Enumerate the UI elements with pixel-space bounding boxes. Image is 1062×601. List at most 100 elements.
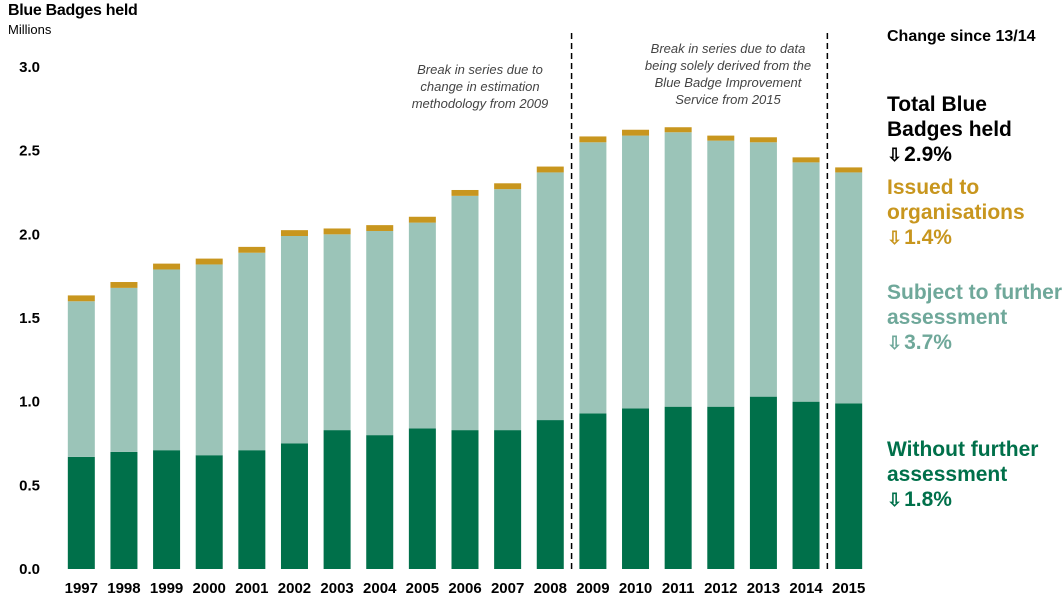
down-arrow-icon: ⇩: [887, 333, 903, 353]
bar-segment-subject: [792, 162, 820, 402]
bar-segment-organisations: [622, 129, 650, 136]
bar-segment-without: [494, 430, 522, 569]
bar-segment-without: [153, 450, 181, 569]
bar-segment-without: [579, 413, 607, 569]
x-tick-label: 1997: [65, 580, 98, 597]
legend-organisations-change: 1.4%: [904, 226, 952, 249]
x-tick-label: 2000: [193, 580, 226, 597]
bar-segment-subject: [664, 132, 692, 407]
bar-segment-subject: [280, 236, 308, 444]
bar-segment-organisations: [408, 216, 436, 223]
x-tick-label: 2015: [832, 580, 865, 597]
bar-segment-without: [536, 420, 564, 569]
bar-segment-organisations: [238, 246, 266, 253]
bar-segment-subject: [749, 142, 777, 397]
y-tick-label: 2.5: [19, 143, 40, 160]
bar-segment-organisations: [579, 136, 607, 143]
x-tick-label: 2009: [576, 580, 609, 597]
x-tick-label: 1998: [107, 580, 140, 597]
down-arrow-icon: ⇩: [887, 145, 903, 165]
bar-segment-organisations: [494, 183, 522, 190]
y-tick-label: 2.0: [19, 226, 40, 243]
x-tick-label: 2006: [448, 580, 481, 597]
legend-without: Without further assessment ⇩1.8%: [887, 437, 1062, 513]
bar-segment-subject: [536, 172, 564, 421]
y-axis-unit: Millions: [8, 22, 52, 37]
x-tick-label: 1999: [150, 580, 183, 597]
bar-segment-without: [835, 403, 863, 569]
bar-segment-subject: [451, 195, 479, 431]
bar-segment-organisations: [749, 137, 777, 143]
bar-segment-organisations: [451, 189, 479, 196]
bar-segment-organisations: [195, 258, 223, 265]
break-note-line: Break in series due to: [417, 62, 543, 77]
x-tick-label: 2012: [704, 580, 737, 597]
x-tick-label: 2010: [619, 580, 652, 597]
x-tick-label: 2001: [235, 580, 268, 597]
legend-subject: Subject to further assessment ⇩3.7%: [887, 280, 1062, 356]
legend-subject-change: 3.7%: [904, 331, 952, 354]
bar-segment-without: [792, 401, 820, 569]
x-tick-label: 2011: [662, 580, 695, 597]
y-tick-label: 0.0: [19, 561, 40, 578]
bar-segment-without: [366, 435, 394, 569]
bar-segment-subject: [110, 287, 138, 452]
bar-segment-organisations: [67, 295, 95, 302]
x-tick-label: 2013: [747, 580, 780, 597]
bar-segment-without: [622, 408, 650, 569]
bar-segment-subject: [366, 230, 394, 436]
bar-segment-subject: [707, 140, 735, 407]
break-note-line: Break in series due to data: [651, 41, 806, 56]
bar-segment-without: [451, 430, 479, 569]
bar-segment-subject: [67, 301, 95, 457]
break-note-line: being solely derived from the: [645, 58, 811, 73]
break-annotations: Break in series due to change in estimati…: [412, 41, 811, 111]
y-tick-label: 3.0: [19, 59, 40, 76]
legend-without-change: 1.8%: [904, 488, 952, 511]
x-tick-label: 2003: [320, 580, 353, 597]
x-tick-label: 2008: [534, 580, 567, 597]
bar-segment-organisations: [366, 225, 394, 231]
chart-title: Blue Badges held: [8, 2, 138, 19]
bar-segment-subject: [494, 189, 522, 431]
legend-organisations-label: Issued to organisations: [887, 176, 1025, 224]
break-note-line: change in estimation: [420, 79, 539, 94]
bar-segment-organisations: [323, 228, 351, 235]
bar-segment-without: [67, 456, 95, 569]
bar-segment-organisations: [792, 157, 820, 163]
legend-total-label: Total Blue Badges held: [887, 93, 1012, 141]
down-arrow-icon: ⇩: [887, 490, 903, 510]
bar-segment-without: [664, 406, 692, 569]
bar-segment-without: [408, 428, 436, 569]
x-tick-label: 2014: [789, 580, 823, 597]
bar-segment-organisations: [664, 127, 692, 133]
bar-segment-without: [749, 396, 777, 569]
break-note-line: Service from 2015: [675, 92, 781, 107]
x-tick-label: 2002: [278, 580, 311, 597]
bar-segment-subject: [579, 142, 607, 414]
down-arrow-icon: ⇩: [887, 228, 903, 248]
bar-segment-organisations: [536, 166, 564, 173]
bar-segment-subject: [238, 252, 266, 451]
bars: [67, 127, 863, 569]
bar-segment-subject: [195, 264, 223, 456]
legend-subject-label: Subject to further assessment: [887, 281, 1062, 329]
bar-segment-organisations: [153, 263, 181, 270]
x-tick-label: 2005: [406, 580, 439, 597]
x-axis: 1997 1998 1999 2000 2001 2002 2003 2004 2005 2006…: [65, 580, 866, 597]
y-tick-label: 1.0: [19, 394, 40, 411]
legend-total: Total Blue Badges held ⇩2.9%: [887, 92, 1062, 168]
bar-segment-organisations: [110, 282, 138, 288]
x-tick-label: 2007: [491, 580, 524, 597]
bar-segment-subject: [323, 234, 351, 431]
y-tick-label: 0.5: [19, 477, 40, 494]
series-breaks: [570, 33, 829, 572]
bar-segment-without: [195, 455, 223, 569]
bar-segment-without: [110, 451, 138, 569]
change-heading: Change since 13/14: [887, 28, 1036, 45]
bar-segment-without: [323, 430, 351, 569]
bar-segment-subject: [408, 222, 436, 429]
bar-segment-subject: [622, 135, 650, 409]
break-note-line: Blue Badge Improvement: [655, 75, 803, 90]
